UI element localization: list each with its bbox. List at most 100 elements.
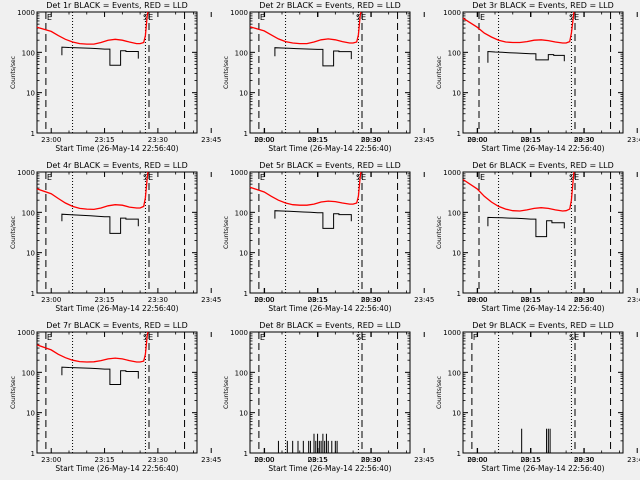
y-tick-label: 100 bbox=[235, 209, 248, 217]
x-tick-label: 23:15 bbox=[307, 456, 327, 464]
y-tick-label: 1 bbox=[457, 130, 461, 138]
y-tick-label: 1000 bbox=[17, 329, 35, 337]
y-tick-label: 10 bbox=[26, 250, 35, 258]
marker-label-start: E bbox=[47, 173, 52, 182]
x-tick-label: 23:30 bbox=[148, 136, 168, 144]
y-axis-label: Counts/sec bbox=[10, 376, 17, 409]
panel-title: Det 5r BLACK = Events, RED = LLD bbox=[259, 161, 401, 170]
x-tick-label: 23:15 bbox=[520, 136, 540, 144]
y-tick-label: 1000 bbox=[443, 9, 461, 17]
y-tick-label: 10 bbox=[452, 250, 461, 258]
x-tick-label: 00:00 bbox=[467, 296, 487, 304]
x-tick-label: 00:15 bbox=[308, 136, 328, 144]
x-tick-label: 23:45 bbox=[627, 136, 640, 144]
y-axis-label: Counts/sec bbox=[223, 216, 230, 249]
y-tick-label: 1 bbox=[244, 450, 248, 458]
y-tick-label: 1 bbox=[31, 450, 35, 458]
plot-frame bbox=[462, 171, 624, 294]
x-axis-label: Start Time (26-May-14 22:56:40) bbox=[481, 304, 604, 313]
panel-title: Det 7r BLACK = Events, RED = LLD bbox=[46, 321, 188, 330]
y-axis-label: Counts/sec bbox=[436, 376, 443, 409]
plot-frame bbox=[36, 11, 198, 134]
x-tick-label: 23:30 bbox=[148, 296, 168, 304]
panel-title: Det 1r BLACK = Events, RED = LLD bbox=[46, 1, 188, 10]
panel-det-3: Det 3r BLACK = Events, RED = LLD 1 10 100 10… bbox=[436, 1, 640, 153]
marker-label-start: E bbox=[47, 333, 52, 342]
y-tick-label: 1000 bbox=[230, 329, 248, 337]
x-axis-label: Start Time (26-May-14 22:56:40) bbox=[55, 144, 178, 153]
y-tick-label: 1000 bbox=[230, 9, 248, 17]
y-tick-label: 1000 bbox=[230, 169, 248, 177]
x-tick-label: 23:30 bbox=[361, 136, 381, 144]
panel-title: Det 6r BLACK = Events, RED = LLD bbox=[472, 161, 614, 170]
series-events-line bbox=[61, 366, 139, 385]
x-tick-label: 23:15 bbox=[307, 296, 327, 304]
marker-label-start: E bbox=[47, 13, 52, 22]
marker-label-start: F bbox=[473, 333, 478, 342]
y-axis-label: Counts/sec bbox=[223, 56, 230, 89]
plot-frame bbox=[462, 11, 624, 134]
series-events-line bbox=[61, 46, 139, 66]
x-tick-label: 23:15 bbox=[520, 296, 540, 304]
y-tick-label: 100 bbox=[22, 209, 35, 217]
x-axis-label: Start Time (26-May-14 22:56:40) bbox=[268, 464, 391, 473]
x-tick-label: 23:45 bbox=[201, 136, 221, 144]
y-axis-label: Counts/sec bbox=[10, 56, 17, 89]
plot-frame bbox=[249, 11, 411, 134]
panel-title: Det 3r BLACK = Events, RED = LLD bbox=[472, 1, 614, 10]
marker-label-end: SE bbox=[569, 173, 579, 182]
x-tick-label: 00:30 bbox=[361, 296, 381, 304]
y-tick-label: 1000 bbox=[443, 329, 461, 337]
panel-det-9: Det 9r BLACK = Events, RED = LLD 1 10 100 10… bbox=[436, 321, 640, 473]
y-tick-label: 1 bbox=[244, 290, 248, 298]
x-tick-label: 23:00 bbox=[254, 296, 274, 304]
x-tick-label: 23:15 bbox=[94, 456, 114, 464]
marker-label-start: E bbox=[260, 13, 265, 22]
y-tick-label: 10 bbox=[26, 90, 35, 98]
y-axis-label: Counts/sec bbox=[223, 376, 230, 409]
y-tick-label: 1 bbox=[457, 450, 461, 458]
series-lld-line bbox=[36, 171, 149, 211]
plot-frame bbox=[249, 171, 411, 294]
panel-det-8: Det 8r BLACK = Events, RED = LLD11010010… bbox=[223, 321, 594, 473]
y-tick-label: 100 bbox=[22, 369, 35, 377]
plot-frame bbox=[462, 331, 624, 454]
x-tick-label: 00:30 bbox=[574, 456, 594, 464]
panel-det-7: Det 7r BLACK = Events, RED = LLD11010010… bbox=[10, 321, 381, 473]
series-lld-line bbox=[462, 171, 575, 212]
y-axis-label: Counts/sec bbox=[436, 216, 443, 249]
x-tick-label: 00:30 bbox=[361, 456, 381, 464]
panel-det-4: Det 4r BLACK = Events, RED = LLD11010010… bbox=[10, 161, 381, 313]
panel-det-1: Det 1r BLACK = Events, RED = LLD 1 10 100 10… bbox=[10, 1, 381, 153]
panel-title: Det 2r BLACK = Events, RED = LLD bbox=[259, 1, 401, 10]
x-tick-label: 23:00 bbox=[41, 136, 61, 144]
plot-frame bbox=[36, 171, 198, 294]
series-events-line bbox=[274, 47, 352, 67]
y-tick-label: 1000 bbox=[443, 169, 461, 177]
series-events-line bbox=[274, 210, 352, 229]
y-tick-label: 1000 bbox=[17, 169, 35, 177]
panel-title: Det 8r BLACK = Events, RED = LLD bbox=[259, 321, 401, 330]
series-lld-line bbox=[36, 11, 149, 45]
marker-label-end: SE bbox=[569, 333, 579, 342]
x-tick-label: 23:30 bbox=[574, 456, 594, 464]
panel-det-2: Det 2r BLACK = Events, RED = LLD11010010… bbox=[223, 1, 594, 153]
marker-label-end: SE bbox=[356, 13, 366, 22]
y-tick-label: 100 bbox=[22, 49, 35, 57]
panel-det-6: Det 6r BLACK = Events, RED = LLD 1 10 100 10… bbox=[436, 161, 640, 313]
x-tick-label: 23:45 bbox=[201, 296, 221, 304]
x-tick-label: 23:15 bbox=[94, 296, 114, 304]
x-tick-label: 23:15 bbox=[520, 456, 540, 464]
marker-label-end: SE bbox=[143, 13, 153, 22]
y-tick-label: 1 bbox=[457, 290, 461, 298]
x-tick-label: 23:00 bbox=[254, 456, 274, 464]
y-tick-label: 10 bbox=[239, 90, 248, 98]
x-axis-label: Start Time (26-May-14 22:56:40) bbox=[55, 304, 178, 313]
x-tick-label: 23:30 bbox=[148, 456, 168, 464]
x-tick-label: 23:00 bbox=[467, 136, 487, 144]
x-tick-label: 00:15 bbox=[521, 136, 541, 144]
x-tick-label: 00:00 bbox=[467, 136, 487, 144]
x-tick-label: 23:15 bbox=[94, 136, 114, 144]
y-tick-label: 1 bbox=[244, 130, 248, 138]
